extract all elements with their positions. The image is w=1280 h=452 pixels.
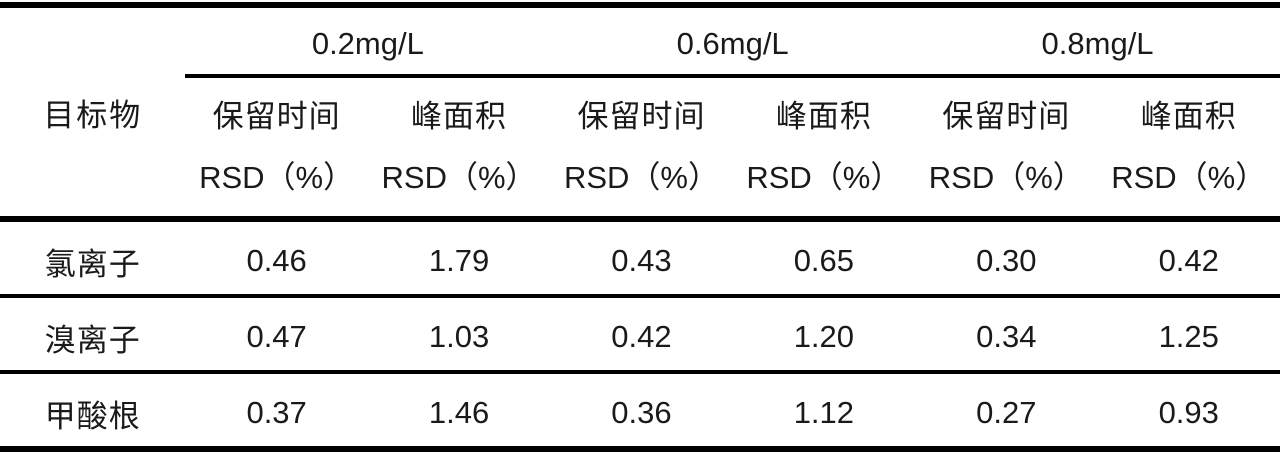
value-cell: 0.43 [550, 219, 733, 298]
value-cell: 0.65 [732, 219, 916, 298]
value-cell: 0.93 [1097, 372, 1280, 452]
header-retention-rsd-0-8: 保留时间 RSD（%） [915, 76, 1098, 222]
header-retention-rsd-0-2: 保留时间 RSD（%） [185, 76, 368, 222]
rsd-unit-label: RSD（%） [199, 160, 355, 195]
analyte-name: 氯离子 [0, 219, 186, 298]
rsd-unit-label: RSD（%） [381, 160, 537, 195]
metric-header-row: 保留时间 RSD（%） 峰面积 RSD（%） 保留时间 RSD（%） 峰面积 R… [0, 76, 1280, 222]
rsd-unit-label: RSD（%） [928, 160, 1084, 195]
analyte-name: 溴离子 [0, 296, 186, 374]
concentration-header-0-6: 0.6mg/L [550, 2, 916, 78]
header-peak-area-rsd-0-6: 峰面积 RSD（%） [732, 76, 916, 222]
corner-header-target: 目标物 [0, 2, 186, 222]
value-cell: 1.46 [367, 372, 551, 452]
retention-time-label: 保留时间 [577, 99, 706, 134]
value-cell: 1.25 [1097, 296, 1280, 374]
value-cell: 0.47 [185, 296, 368, 374]
value-cell: 0.30 [915, 219, 1098, 298]
table-row-formate: 甲酸根 0.37 1.46 0.36 1.12 0.27 0.93 [0, 372, 1280, 452]
rsd-unit-label: RSD（%） [563, 160, 719, 195]
concentration-header-0-8: 0.8mg/L [915, 2, 1280, 78]
value-cell: 1.79 [367, 219, 551, 298]
value-cell: 1.12 [732, 372, 916, 452]
value-cell: 1.03 [367, 296, 551, 374]
value-cell: 0.42 [1097, 219, 1280, 298]
concentration-header-row: 目标物 0.2mg/L 0.6mg/L 0.8mg/L [0, 2, 1280, 222]
peak-area-label: 峰面积 [775, 99, 872, 134]
peak-area-label: 峰面积 [411, 99, 508, 134]
value-cell: 0.27 [915, 372, 1098, 452]
header-peak-area-rsd-0-8: 峰面积 RSD（%） [1097, 76, 1280, 222]
analyte-name: 甲酸根 [0, 372, 186, 452]
concentration-header-0-2: 0.2mg/L [185, 2, 551, 78]
table-row-bromide: 溴离子 0.47 1.03 0.42 1.20 0.34 1.25 [0, 296, 1280, 374]
peak-area-label: 峰面积 [1140, 99, 1237, 134]
table-row-chloride: 氯离子 0.46 1.79 0.43 0.65 0.30 0.42 [0, 219, 1280, 298]
rsd-unit-label: RSD（%） [746, 160, 902, 195]
value-cell: 0.34 [915, 296, 1098, 374]
value-cell: 0.42 [550, 296, 733, 374]
value-cell: 0.36 [550, 372, 733, 452]
retention-time-label: 保留时间 [212, 99, 341, 134]
value-cell: 1.20 [732, 296, 916, 374]
value-cell: 0.37 [185, 372, 368, 452]
retention-time-label: 保留时间 [942, 99, 1071, 134]
header-retention-rsd-0-6: 保留时间 RSD（%） [550, 76, 733, 222]
value-cell: 0.46 [185, 219, 368, 298]
rsd-unit-label: RSD（%） [1111, 160, 1267, 195]
header-peak-area-rsd-0-2: 峰面积 RSD（%） [367, 76, 551, 222]
